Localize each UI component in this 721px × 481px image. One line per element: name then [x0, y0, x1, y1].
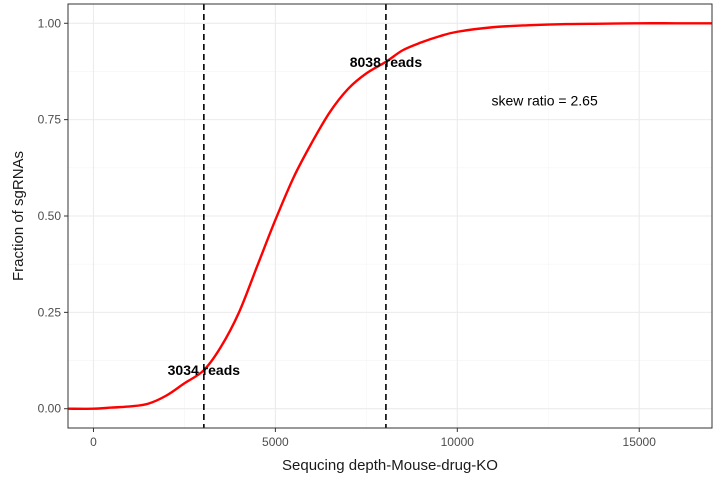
- major-gridlines: [68, 4, 712, 428]
- y-tick-label: 0.25: [38, 305, 62, 319]
- x-axis-title: Sequcing depth-Mouse-drug-KO: [282, 457, 498, 474]
- annotation-0: 3034 reads: [168, 362, 241, 378]
- annotations: 3034 reads 8038 reads skew ratio = 2.65: [168, 54, 598, 378]
- x-tick-label: 15000: [623, 435, 657, 449]
- y-tick-label: 0.00: [38, 402, 62, 416]
- annotation-2: skew ratio = 2.65: [492, 92, 598, 108]
- threshold-lines: [203, 4, 387, 428]
- x-tick-label: 10000: [441, 435, 475, 449]
- x-tick-label: 5000: [262, 435, 289, 449]
- x-tick-label: 0: [90, 435, 97, 449]
- y-tick-label: 1.00: [38, 16, 62, 30]
- y-tick-label: 0.50: [38, 209, 62, 223]
- y-tick-label: 0.75: [38, 113, 62, 127]
- series-layer: [67, 22, 712, 411]
- series-line-0: [67, 22, 712, 411]
- annotation-1: 8038 reads: [350, 54, 423, 70]
- axis-ticks: 0 5000 10000 15000 0.00 0.25 0.50 0.75 1.00: [38, 16, 657, 449]
- y-axis-title: Fraction of sgRNAs: [10, 151, 27, 281]
